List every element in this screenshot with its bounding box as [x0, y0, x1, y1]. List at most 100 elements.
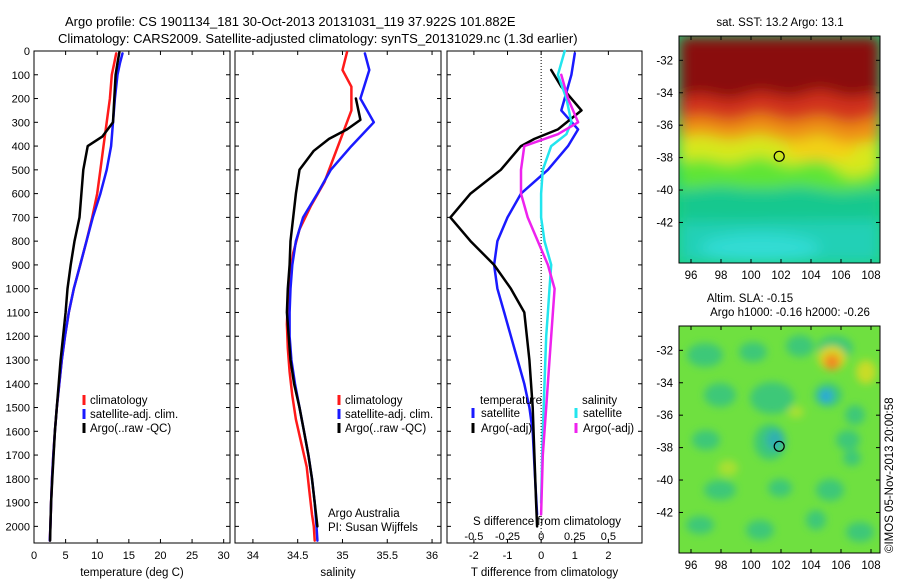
map-x-tick-label: 100	[741, 560, 760, 572]
legend-label-argo: Argo(..raw -QC)	[90, 423, 171, 435]
map-y-tick-label: -38	[656, 153, 673, 165]
x-tick-label: 5	[63, 550, 69, 562]
map-y-tick-label: -36	[656, 410, 673, 422]
y-tick-label: 1200	[6, 331, 30, 343]
s-difference-tick-label: 0.5	[601, 531, 616, 543]
temperature-panel-frame	[33, 50, 231, 544]
figure-title-line2: Climatology: CARS2009. Satellite-adjuste…	[58, 31, 578, 46]
y-tick-label: 500	[12, 165, 30, 177]
map-x-tick-label: 100	[741, 270, 760, 282]
map-x-tick-label: 98	[715, 270, 728, 282]
map-x-tick-label: 96	[685, 560, 698, 572]
x-tick-label: 2	[605, 550, 611, 562]
sla-map-axes: 96 98 100 102 104 106 108 -32 -34 -36 -38 -40 -42	[656, 326, 881, 572]
x-tick-label: 25	[186, 550, 198, 562]
legend-title-salinity: salinity	[582, 395, 617, 407]
x-tick-label: 35.5	[377, 550, 398, 562]
map-y-tick-label: -40	[656, 475, 673, 487]
legend-label-climatology: climatology	[90, 395, 148, 407]
imos-timestamp-label: ©IMOS 05-Nov-2013 20:00:58	[884, 397, 896, 553]
salinity-panel-frame	[234, 50, 442, 544]
y-tick-label: 1600	[6, 426, 30, 438]
legend-label-climatology: climatology	[345, 395, 403, 407]
x-axis-label: temperature (deg C)	[80, 567, 184, 579]
x-tick-label: 30	[218, 550, 230, 562]
y-tick-label: 1300	[6, 355, 30, 367]
sst-argo-location-marker	[773, 150, 785, 162]
x-tick-label: 35	[336, 550, 348, 562]
series-line-argo-raw-qc-	[48, 50, 121, 542]
y-tick-label: 1700	[6, 450, 30, 462]
y-tick-label: 200	[12, 94, 30, 106]
legend-title-temperature: temperature	[480, 395, 542, 407]
sla-map-title-line1: Altim. SLA: -0.15	[707, 293, 793, 305]
map-y-tick-label: -36	[656, 120, 673, 132]
y-tick-label: 0	[24, 46, 30, 58]
y-tick-label: 1900	[6, 498, 30, 510]
x-tick-label: 36	[426, 550, 438, 562]
x-tick-label: 20	[154, 550, 166, 562]
map-x-tick-label: 102	[771, 270, 790, 282]
salinity-panel: 34 34.5 35 35.5 36 salinity	[235, 50, 441, 579]
map-x-tick-label: 106	[831, 560, 850, 572]
sst-map-axes: 96 98 100 102 104 106 108 -32 -34 -36 -38 -40 -42	[656, 36, 881, 282]
s-difference-tick-label: 0	[538, 531, 544, 543]
y-tick-label: 1000	[6, 284, 30, 296]
series-line-argo-raw-qc-	[285, 97, 362, 528]
map-x-tick-label: 98	[715, 560, 728, 572]
map-y-tick-label: -42	[656, 507, 673, 519]
y-tick-label: 900	[12, 260, 30, 272]
series-line-satellite-adj-clim-	[288, 52, 376, 542]
y-tick-label: 1400	[6, 379, 30, 391]
legend-label-satellite: satellite-adj. clim.	[90, 409, 178, 421]
y-tick-label: 800	[12, 236, 30, 248]
legend-label-temp-satellite: satellite	[481, 408, 520, 420]
map-y-tick-label: -38	[656, 443, 673, 455]
x-tick-label: 0	[538, 550, 544, 562]
map-x-tick-label: 102	[771, 560, 790, 572]
series-line-temperature-argo-adj-	[449, 68, 583, 528]
x-axis-label: T difference from climatology	[471, 567, 618, 579]
y-tick-label: 1500	[6, 403, 30, 415]
sla-argo-location-marker	[773, 440, 785, 452]
y-tick-label: 2000	[6, 521, 30, 533]
map-x-tick-label: 108	[861, 560, 880, 572]
salinity-legend: climatology satellite-adj. clim. Argo(..…	[337, 395, 433, 435]
difference-panel-frame	[446, 50, 643, 544]
legend-label-sal-argo: Argo(-adj)	[583, 423, 634, 435]
x-tick-label: 15	[123, 550, 135, 562]
x-tick-label: -1	[503, 550, 513, 562]
figure-title-line1: Argo profile: CS 1901134_181 30-Oct-2013…	[65, 14, 516, 29]
series-line-climatology	[48, 52, 118, 542]
map-y-tick-label: -42	[656, 217, 673, 229]
map-y-tick-label: -32	[656, 345, 673, 357]
sla-field	[679, 326, 880, 553]
legend-label-temp-argo: Argo(-adj)	[481, 423, 532, 435]
map-y-tick-label: -32	[656, 55, 673, 67]
series-line-climatology	[285, 50, 353, 542]
legend-label-argo: Argo(..raw -QC)	[345, 423, 426, 435]
sst-map-title: sat. SST: 13.2 Argo: 13.1	[716, 17, 843, 29]
sst-field	[679, 36, 880, 263]
series-line-salinity-satellite	[539, 49, 573, 504]
x-tick-label: 34.5	[287, 550, 308, 562]
x-tick-label: -2	[469, 550, 479, 562]
map-x-tick-label: 104	[801, 270, 821, 282]
s-difference-tick-label: -0.5	[464, 531, 483, 543]
s-difference-axis-label: S difference from climatology	[473, 516, 621, 528]
map-y-tick-label: -34	[656, 378, 673, 390]
y-tick-label: 400	[12, 141, 30, 153]
map-y-tick-label: -40	[656, 185, 673, 197]
s-difference-tick-label: -0.25	[495, 531, 520, 543]
legend-label-satellite: satellite-adj. clim.	[345, 409, 433, 421]
difference-panel: -2 -1 0 1 2 T difference from climatology -0.5…	[447, 49, 642, 579]
map-x-tick-label: 96	[685, 270, 698, 282]
difference-legend: temperature salinity satellite Argo(-adj…	[471, 395, 634, 435]
y-tick-label: 300	[12, 117, 30, 129]
x-tick-label: 1	[572, 550, 578, 562]
y-tick-label: 100	[12, 70, 30, 82]
x-tick-label: 10	[91, 550, 103, 562]
sla-map-title-line2: Argo h1000: -0.16 h2000: -0.26	[710, 307, 870, 319]
map-x-tick-label: 104	[801, 560, 821, 572]
